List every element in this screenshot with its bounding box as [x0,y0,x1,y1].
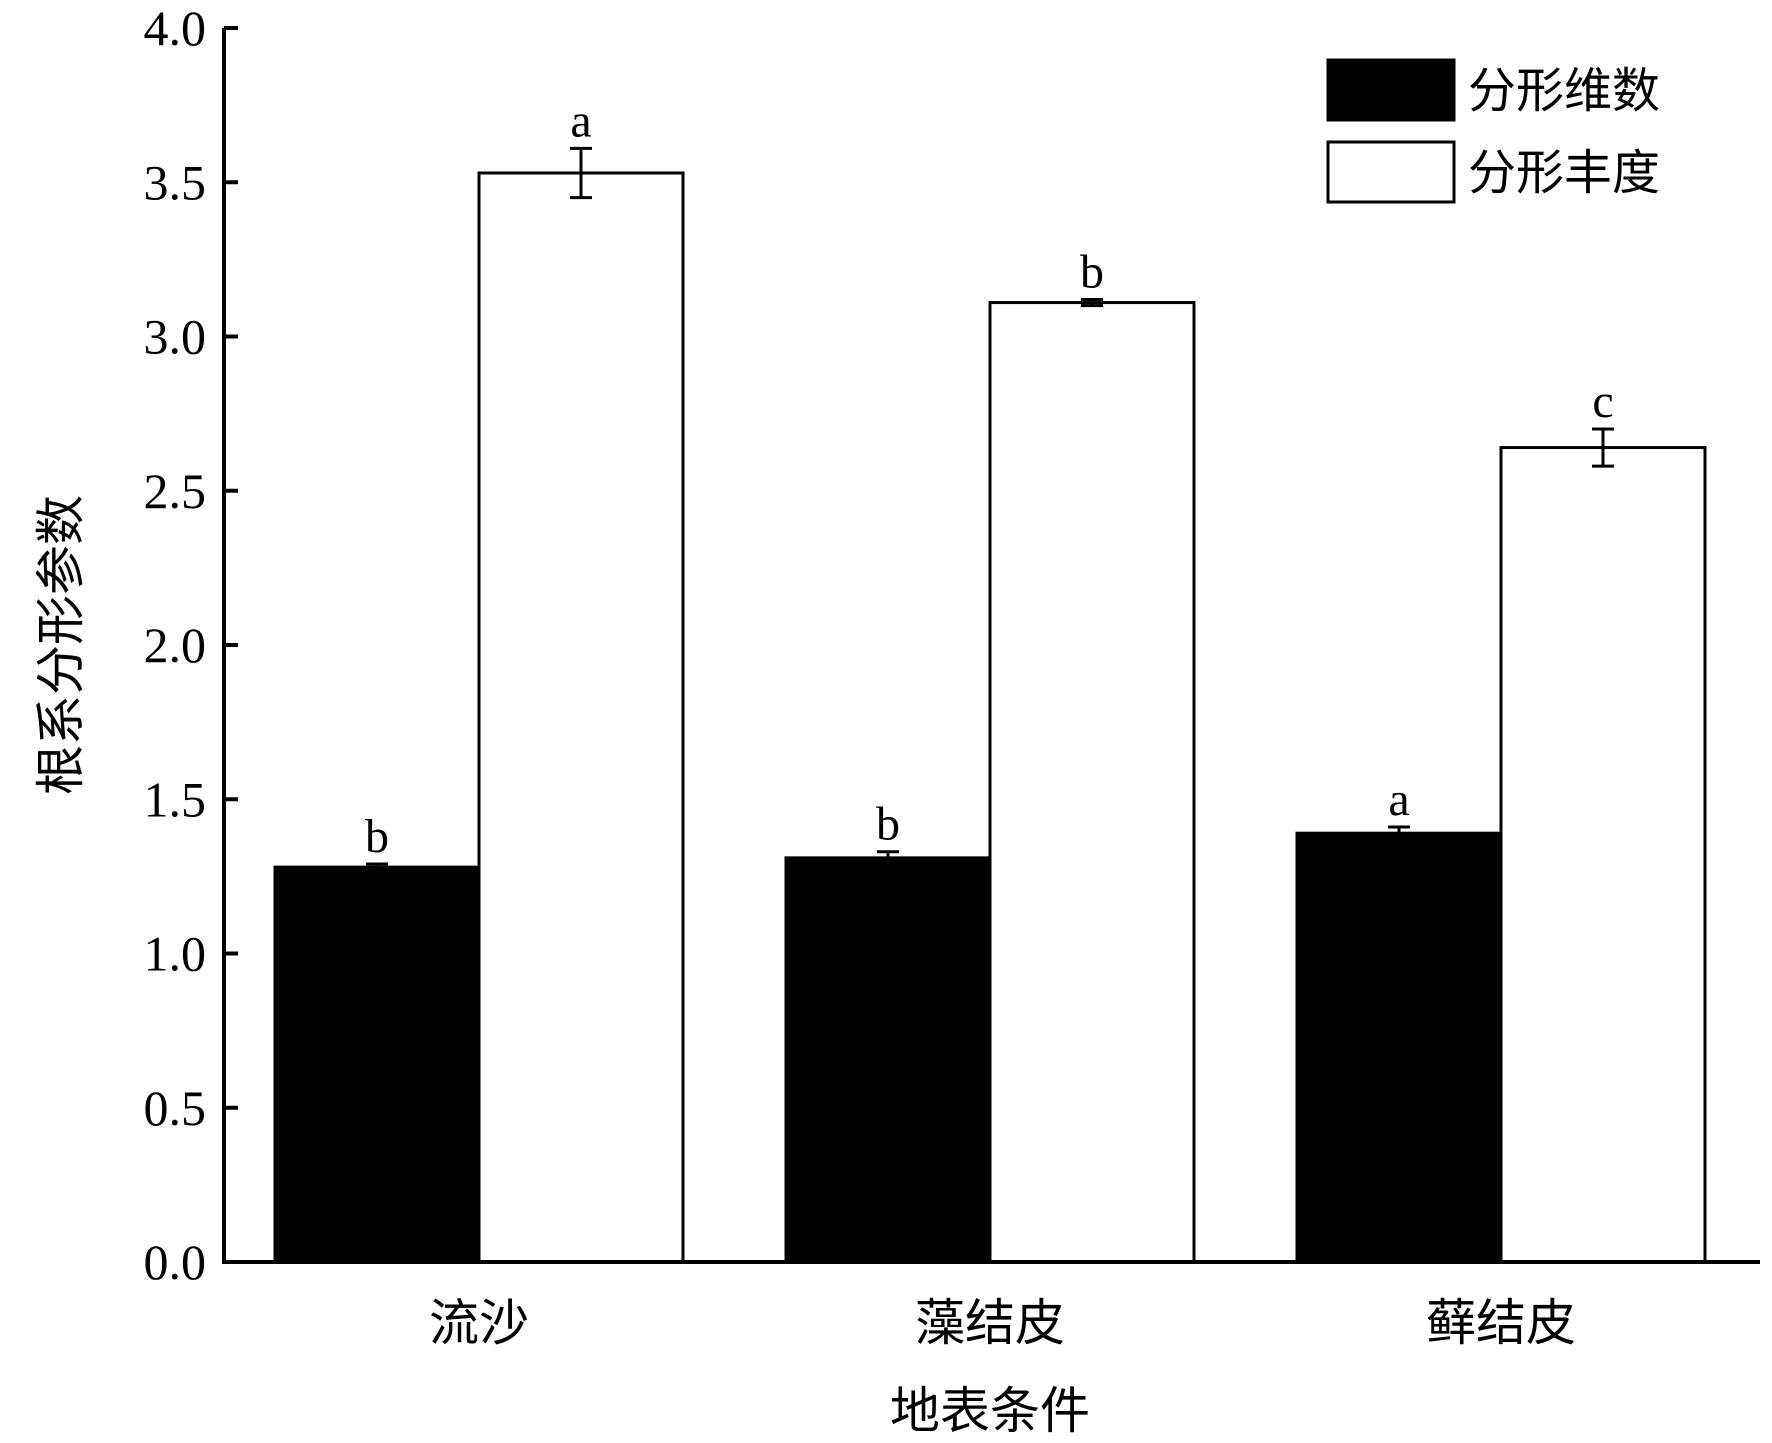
bar-fractal-dimension [273,865,481,1264]
y-tick-label: 1.0 [144,926,207,982]
bars-layer [273,171,1707,1264]
significance-letter: a [570,94,591,147]
error-bars-layer [366,146,1614,872]
significance-letter: b [1080,245,1104,298]
legend-label-fractal-abundance: 分形丰度 [1468,145,1660,201]
bar-fractal-dimension [1295,831,1503,1264]
bar-fractal-abundance [1499,446,1707,1264]
bar-fractal-dimension [784,856,992,1264]
significance-letter: b [365,810,389,863]
x-category-labels-layer: 流沙 藻结皮 藓结皮 [429,1294,1576,1352]
y-axis-title: 根系分形参数 [32,495,90,795]
y-tick-label: 0.5 [144,1080,207,1136]
significance-letter: c [1592,375,1613,428]
y-ticks-layer: 0.0 0.5 1.0 1.5 2.0 2.5 3.0 3.5 4.0 [144,0,238,1290]
y-tick-label: 4.0 [144,0,207,56]
significance-labels-layer: b b a a b c [365,94,1614,863]
x-axis-title: 地表条件 [890,1382,1090,1440]
significance-letter: a [1388,773,1409,826]
legend-swatch-fractal-dimension [1326,58,1456,122]
y-tick-label: 0.0 [144,1234,207,1290]
legend: 分形维数 分形丰度 [1326,58,1660,204]
y-tick-label: 3.5 [144,154,207,210]
y-tick-label: 3.0 [144,309,207,365]
bar-fractal-abundance [988,301,1196,1264]
legend-swatch-fractal-abundance [1326,140,1456,204]
y-tick-label: 2.0 [144,617,207,673]
x-category-label: 藻结皮 [915,1294,1065,1352]
significance-letter: b [876,798,900,851]
x-category-label: 藓结皮 [1426,1294,1576,1352]
y-tick-label: 1.5 [144,771,207,827]
legend-label-fractal-dimension: 分形维数 [1468,63,1660,119]
y-tick-label: 2.5 [144,463,207,519]
bar-fractal-abundance [477,171,685,1264]
x-category-label: 流沙 [429,1294,529,1352]
